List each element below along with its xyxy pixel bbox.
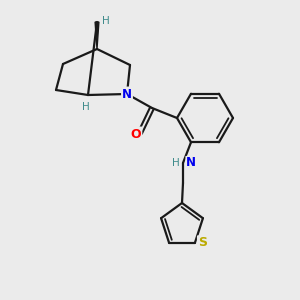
- Text: N: N: [122, 88, 132, 100]
- Text: O: O: [131, 128, 141, 140]
- Text: S: S: [198, 236, 207, 249]
- Text: H: H: [82, 102, 90, 112]
- Text: H: H: [172, 158, 180, 168]
- Text: H: H: [102, 16, 110, 26]
- Text: N: N: [186, 157, 196, 169]
- Polygon shape: [95, 22, 99, 49]
